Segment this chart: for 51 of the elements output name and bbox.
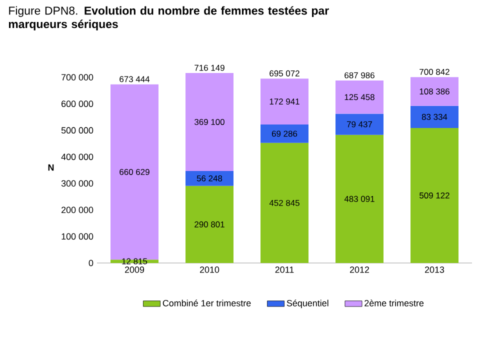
data-label: 660 629 <box>120 168 150 175</box>
legend-label: Combiné 1er trimestre <box>162 300 251 306</box>
data-label: 125 458 <box>344 94 374 100</box>
total-label: 687 986 <box>344 72 374 78</box>
bar <box>110 84 158 260</box>
bar <box>260 78 309 124</box>
bar <box>186 73 234 171</box>
data-label: 12 815 <box>122 258 148 264</box>
bar <box>410 77 459 106</box>
y-tick-label: 0 <box>88 260 94 266</box>
bar <box>336 80 384 114</box>
data-label: 69 286 <box>272 130 298 137</box>
bar <box>186 170 234 186</box>
data-label: 452 845 <box>269 200 300 206</box>
total-label: 700 842 <box>420 68 450 75</box>
chart-title: Figure DPN8. Evolution du nombre de femmes testées par marqueurs sériques <box>8 6 329 30</box>
bar <box>410 106 459 128</box>
legend-label: 2ème trimestre <box>364 300 424 306</box>
bar <box>336 114 384 135</box>
x-tick-label: 2011 <box>275 266 294 273</box>
x-tick-label: 2013 <box>424 266 444 273</box>
bar <box>260 142 309 263</box>
y-tick-label: 600 000 <box>62 100 94 108</box>
bar <box>410 128 459 263</box>
data-label: 369 100 <box>194 118 224 125</box>
x-tick-label: 2010 <box>200 266 220 273</box>
data-label: 56 248 <box>196 175 222 182</box>
y-tick-label: 300 000 <box>61 180 94 187</box>
total-label: 673 444 <box>120 76 150 82</box>
data-label: 79 437 <box>346 121 372 128</box>
total-label: 716 149 <box>194 64 224 71</box>
x-tick-label: 2012 <box>350 266 370 273</box>
bar <box>110 260 158 263</box>
data-label: 483 091 <box>344 196 374 202</box>
data-label: 83 334 <box>422 114 448 120</box>
y-tick-label: 700 000 <box>62 74 94 80</box>
bar <box>336 134 384 263</box>
data-label: 172 941 <box>270 98 300 105</box>
y-tick-label: 500 000 <box>61 127 94 134</box>
y-axis-title: N <box>48 164 54 171</box>
data-label: 108 386 <box>420 88 450 94</box>
bar <box>260 124 309 143</box>
y-tick-label: 200 000 <box>62 206 94 214</box>
y-tick-label: 100 000 <box>62 233 94 240</box>
bar <box>186 186 234 263</box>
legend-label: Séquentiel <box>286 300 328 308</box>
y-tick-label: 400 000 <box>61 154 94 160</box>
data-label: 509 122 <box>420 192 450 198</box>
data-label: 290 801 <box>194 221 224 228</box>
x-tick-label: 2009 <box>124 266 144 273</box>
total-label: 695 072 <box>270 70 300 76</box>
